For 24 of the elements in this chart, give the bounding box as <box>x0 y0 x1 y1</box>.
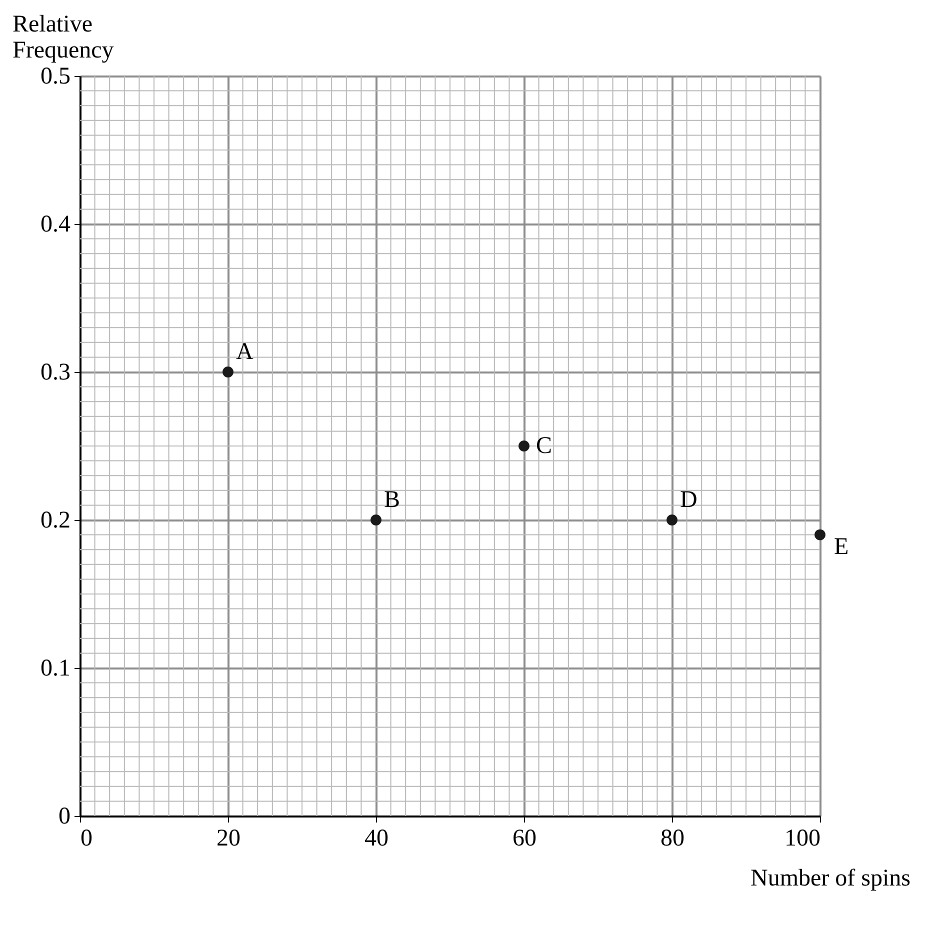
x-tick-label: 80 <box>660 826 684 852</box>
annotation: C <box>536 433 552 459</box>
x-axis-title: Number of spins <box>750 866 910 892</box>
y-tick-label: 0 <box>58 804 70 830</box>
point <box>222 366 234 378</box>
y-tick-label: 0.4 <box>40 212 70 238</box>
y-tick-label: 0.2 <box>40 508 70 534</box>
x-tick-label: 100 <box>784 826 820 852</box>
y-tick-label: 0.1 <box>40 656 70 682</box>
y-tick-label: 0.3 <box>40 360 70 386</box>
point <box>666 514 678 526</box>
annotation: E <box>834 534 849 560</box>
x-tick-label: 0 <box>80 826 92 852</box>
x-tick-label: 20 <box>216 826 240 852</box>
annotation: B <box>384 487 400 513</box>
y-axis-title: Relative Frequency <box>12 12 114 64</box>
x-tick-label: 60 <box>512 826 536 852</box>
point <box>814 529 826 540</box>
y-tick-label: 0.5 <box>40 64 70 90</box>
point <box>518 440 530 452</box>
x-tick-label: 40 <box>364 826 388 852</box>
point <box>370 514 382 526</box>
annotation: A <box>236 339 254 365</box>
annotation: D <box>680 487 698 513</box>
